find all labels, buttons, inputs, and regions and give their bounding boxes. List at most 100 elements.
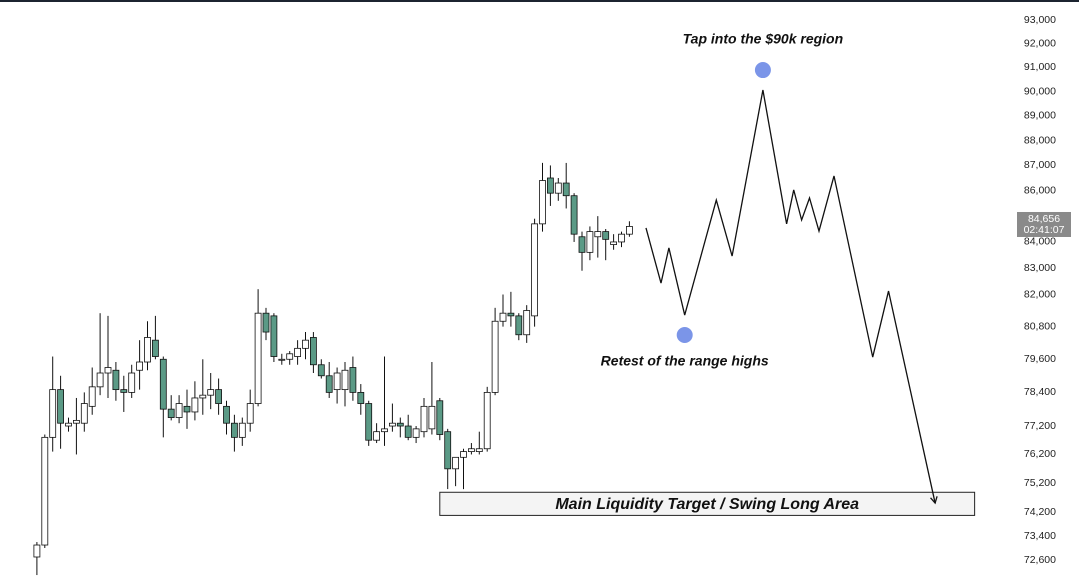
candle-body xyxy=(491,320,499,393)
y-tick-label: 82,000 xyxy=(1024,288,1056,300)
top-border xyxy=(0,0,1079,2)
candle-body xyxy=(499,312,507,322)
candle-body xyxy=(223,405,230,424)
candle-body xyxy=(460,451,467,458)
candle-body xyxy=(278,358,286,361)
candle-body xyxy=(286,353,294,360)
candle-body xyxy=(175,403,183,418)
candle-body xyxy=(120,389,128,393)
candle-body xyxy=(523,310,531,336)
candle-body xyxy=(578,236,586,253)
candle-body xyxy=(104,367,112,374)
y-tick-label: 88,000 xyxy=(1024,134,1056,146)
y-tick-label: 93,000 xyxy=(1024,14,1056,26)
candle-body xyxy=(199,394,207,399)
candle-body xyxy=(412,428,420,438)
price-tag xyxy=(1017,211,1071,237)
candle-body xyxy=(215,389,223,404)
candle-body xyxy=(428,405,436,430)
candle-body xyxy=(594,231,602,238)
y-tick-label: 74,200 xyxy=(1024,506,1056,518)
candle-body xyxy=(626,226,633,235)
y-tick-label: 72,600 xyxy=(1024,554,1056,566)
price-tag-label: 84,656 xyxy=(1028,213,1060,225)
target-zone xyxy=(439,491,976,516)
y-tick-label: 92,000 xyxy=(1024,37,1056,49)
y-tick-label: 76,200 xyxy=(1024,448,1056,460)
candle-body xyxy=(586,231,594,253)
candle-body xyxy=(420,405,428,433)
candle-body xyxy=(238,422,246,438)
candle-body xyxy=(483,391,491,450)
candle-body xyxy=(388,422,396,427)
candle-body xyxy=(151,339,159,357)
candle-body xyxy=(444,431,452,470)
target-zone-label: Main Liquidity Target / Swing Long Area xyxy=(555,496,859,513)
candle-body xyxy=(270,315,278,357)
candle-body xyxy=(57,389,64,424)
target-marker xyxy=(754,62,771,79)
target-marker xyxy=(676,327,693,344)
candle-body xyxy=(554,182,562,194)
candle-body xyxy=(49,389,57,438)
candle-body xyxy=(531,223,538,317)
candle-body xyxy=(254,312,262,404)
y-tick-label: 83,000 xyxy=(1024,262,1056,274)
candle-body xyxy=(246,403,254,424)
candle-body xyxy=(452,456,460,470)
annotation: Retest of the range highs xyxy=(601,353,769,369)
candle-body xyxy=(41,436,49,546)
y-tick-label: 87,000 xyxy=(1024,159,1056,171)
candle-body xyxy=(309,337,317,366)
candle-body xyxy=(539,180,546,225)
candle-body xyxy=(357,391,365,404)
y-tick-label: 78,400 xyxy=(1024,386,1056,398)
candle-body xyxy=(128,372,136,393)
candle-body xyxy=(562,182,570,197)
candle-body xyxy=(88,386,96,407)
candle-body xyxy=(404,425,412,438)
y-tick-label: 77,200 xyxy=(1024,420,1056,432)
candle-body xyxy=(65,422,72,427)
price-tag-countdown: 02:41:07 xyxy=(1024,224,1065,236)
candle-body xyxy=(294,347,302,357)
y-tick-label: 84,000 xyxy=(1024,236,1056,248)
candle-body xyxy=(365,403,373,441)
candle-body xyxy=(570,195,578,235)
candle-body xyxy=(136,361,144,371)
candle-body xyxy=(159,358,167,410)
candle-body xyxy=(341,369,349,391)
candle-body xyxy=(381,428,388,433)
candle-body xyxy=(73,419,80,424)
candle-body xyxy=(317,364,325,377)
projection-line xyxy=(645,89,936,504)
candle-body xyxy=(396,422,404,427)
projection-arrowhead xyxy=(930,496,938,505)
candle-body xyxy=(547,177,554,194)
candle-body xyxy=(602,231,610,240)
candle-body xyxy=(144,337,151,363)
candle-body xyxy=(191,397,199,413)
candle-body xyxy=(610,241,617,245)
candle-body xyxy=(167,408,175,418)
candle-body xyxy=(349,367,357,393)
candle-body xyxy=(112,369,120,391)
candle-body xyxy=(333,372,341,391)
candle-body xyxy=(183,405,191,413)
y-tick-label: 80,800 xyxy=(1024,320,1056,332)
candle-body xyxy=(618,233,625,243)
candle-body xyxy=(475,448,483,452)
candle-body xyxy=(230,422,238,438)
y-tick-label: 89,000 xyxy=(1024,110,1056,122)
y-tick-label: 91,000 xyxy=(1024,61,1056,73)
annotation: Tap into the $90k region xyxy=(683,31,844,47)
candle-body xyxy=(207,389,215,396)
y-tick-label: 73,400 xyxy=(1024,530,1056,542)
candle-body xyxy=(325,375,333,393)
y-tick-label: 90,000 xyxy=(1024,85,1056,97)
candle-body xyxy=(373,431,381,441)
candle-body xyxy=(80,403,88,424)
candle-body xyxy=(436,400,444,435)
y-tick-label: 86,000 xyxy=(1024,184,1056,196)
